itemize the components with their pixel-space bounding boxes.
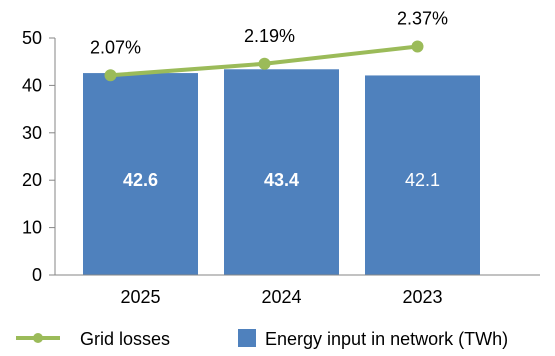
x-tick-label-2024: 2024 bbox=[261, 287, 301, 307]
legend: Grid losses Energy input in network (TWh… bbox=[16, 329, 508, 349]
bar-2023 bbox=[365, 75, 480, 275]
legend-line-marker bbox=[33, 333, 43, 343]
y-tick-label: 10 bbox=[22, 218, 42, 238]
grid-losses-label-2025: 2.07% bbox=[90, 37, 141, 57]
grid-losses-point-2025 bbox=[104, 69, 117, 82]
y-tick-label: 0 bbox=[32, 265, 42, 285]
x-axis-labels: 2025 2024 2023 bbox=[120, 287, 442, 307]
grid-losses-label-2024: 2.19% bbox=[244, 26, 295, 46]
bar-2024 bbox=[224, 69, 339, 275]
legend-label-energy-input: Energy input in network (TWh) bbox=[265, 329, 508, 349]
grid-losses-point-2023 bbox=[411, 40, 424, 53]
grid-losses-line-layer: 2.07% 2.19% 2.37% bbox=[90, 9, 448, 82]
y-tick-label: 20 bbox=[22, 170, 42, 190]
y-tick-label: 30 bbox=[22, 123, 42, 143]
bars-layer: 42.6 43.4 42.1 bbox=[83, 69, 480, 276]
grid-losses-point-2024 bbox=[258, 57, 271, 70]
bar-value-label-2023: 42.1 bbox=[405, 170, 440, 190]
bar-2025 bbox=[83, 73, 198, 276]
legend-bar-swatch bbox=[238, 329, 256, 347]
bar-value-label-2024: 43.4 bbox=[264, 170, 299, 190]
y-tick-label: 50 bbox=[22, 28, 42, 48]
legend-label-grid-losses: Grid losses bbox=[80, 329, 170, 349]
y-tick-label: 40 bbox=[22, 75, 42, 95]
y-axis: 0 10 20 30 40 50 bbox=[22, 28, 540, 285]
x-tick-label-2025: 2025 bbox=[120, 287, 160, 307]
grid-losses-label-2023: 2.37% bbox=[397, 9, 448, 29]
bar-value-label-2025: 42.6 bbox=[123, 170, 158, 190]
x-tick-label-2023: 2023 bbox=[402, 287, 442, 307]
